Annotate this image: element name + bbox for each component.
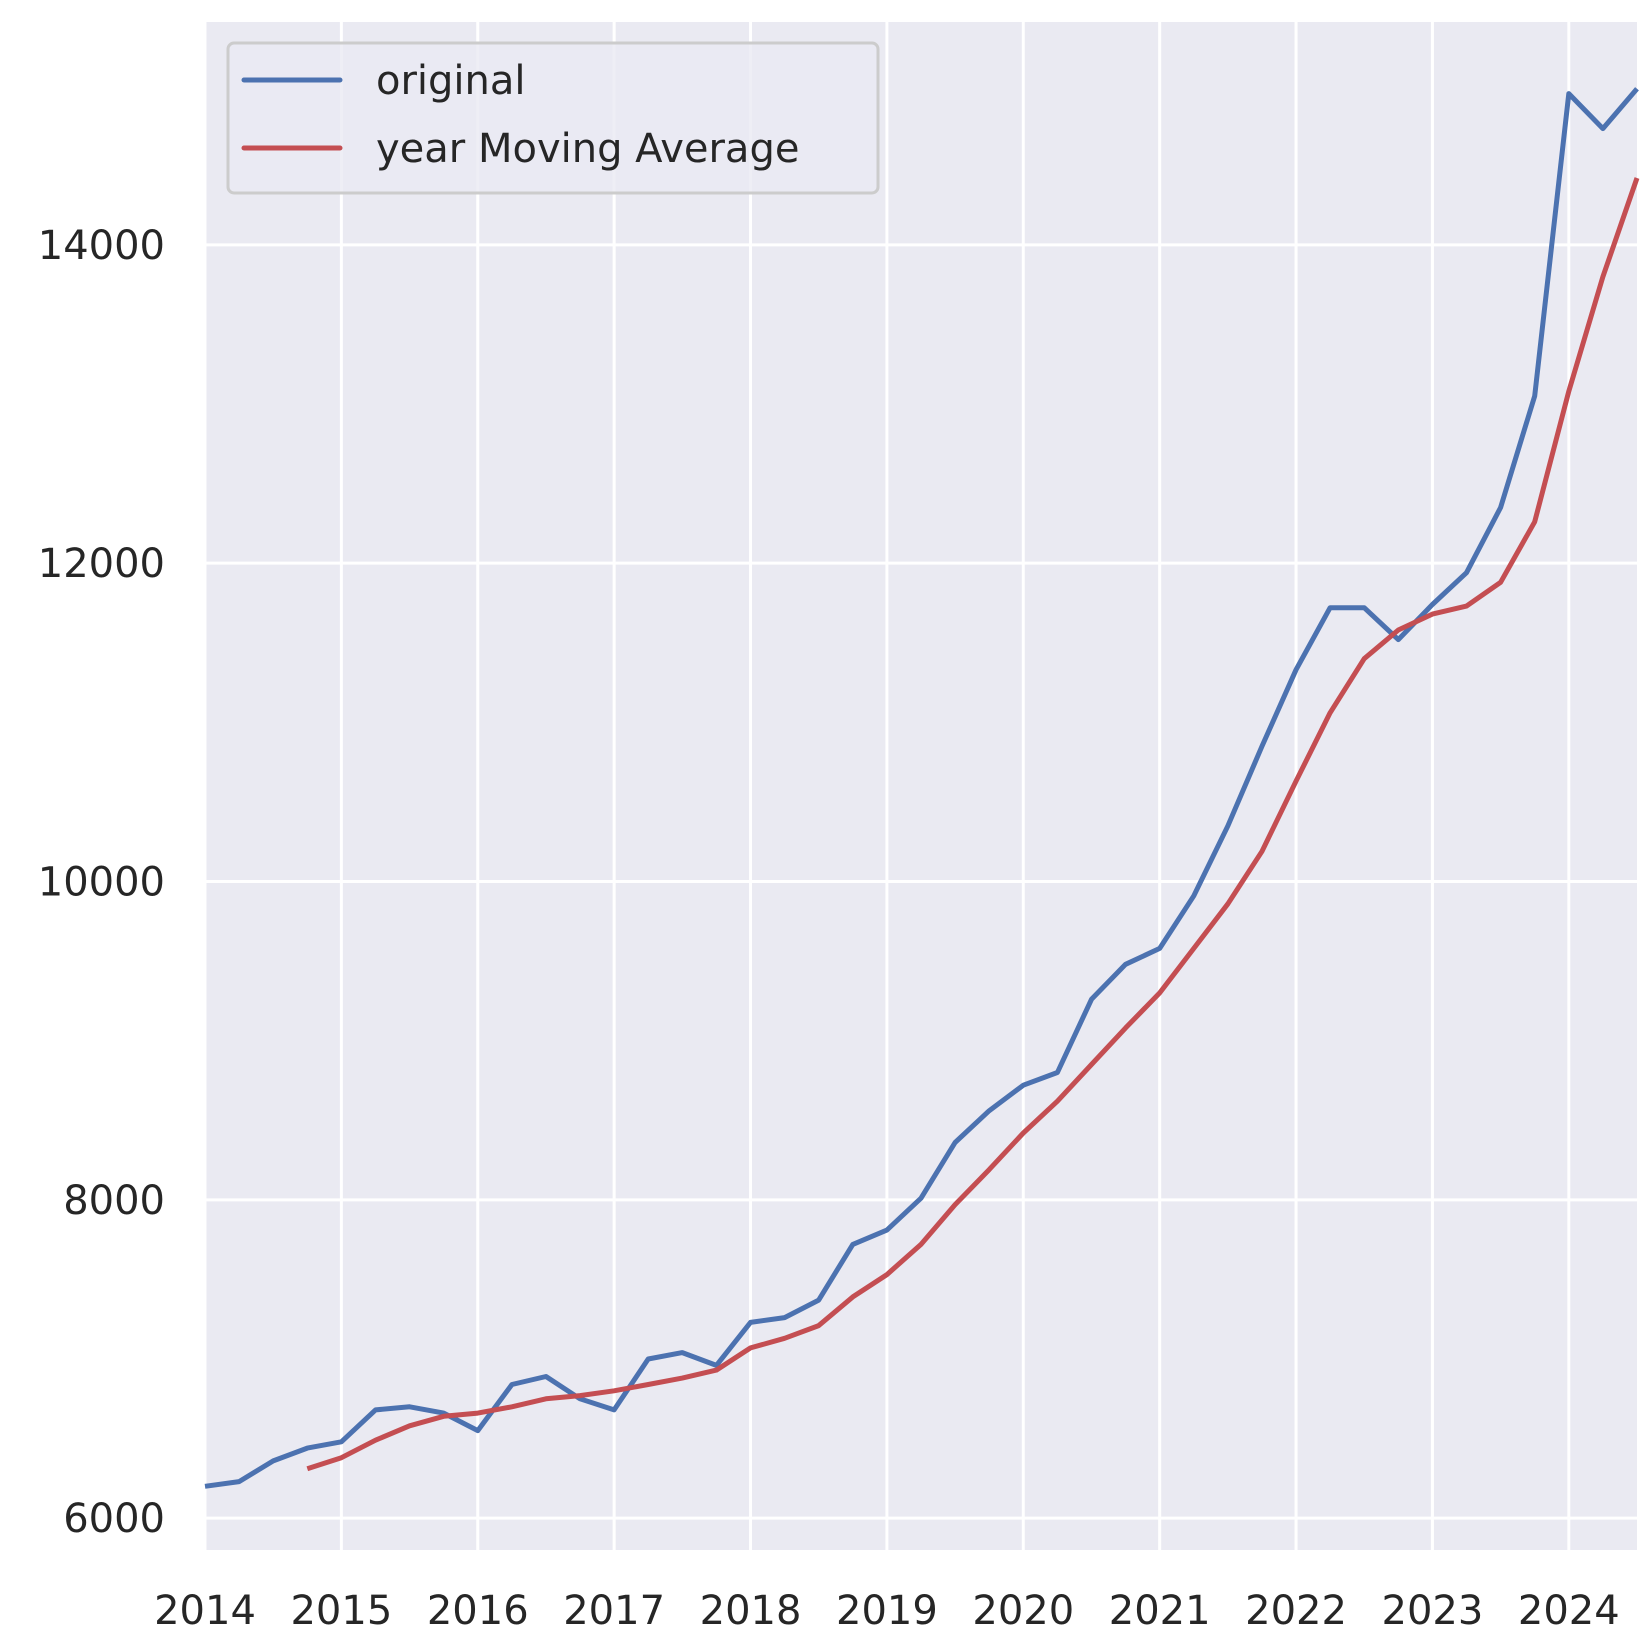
x-tick-label-2020: 2020 — [972, 1588, 1074, 1634]
x-axis-tick-labels: 2014 2015 2016 2017 2018 2019 2020 2021 2022 2023… — [154, 1588, 1620, 1634]
x-tick-label-2019: 2019 — [836, 1588, 938, 1634]
y-tick-label-12000: 12000 — [38, 541, 165, 587]
x-tick-label-2021: 2021 — [1109, 1588, 1211, 1634]
y-tick-label-14000: 14000 — [38, 223, 165, 269]
series-line-moving-average — [306, 177, 1640, 1472]
x-tick-label-2022: 2022 — [1245, 1588, 1347, 1634]
legend-label-original: original — [376, 58, 526, 104]
y-tick-label-10000: 10000 — [38, 860, 165, 906]
x-tick-label-2016: 2016 — [427, 1588, 529, 1634]
y-tick-label-8000: 8000 — [63, 1178, 165, 1224]
legend-box — [226, 41, 880, 195]
y-axis-tick-labels: 6000 8000 10000 12000 14000 — [38, 223, 165, 1542]
series-lines — [204, 87, 1640, 1489]
legend-label-moving-average: year Moving Average — [376, 126, 799, 172]
x-tick-label-2023: 2023 — [1382, 1588, 1484, 1634]
x-tick-label-2014: 2014 — [154, 1588, 256, 1634]
x-tick-label-2017: 2017 — [563, 1588, 665, 1634]
plot-area-background — [205, 22, 1637, 1550]
legend: original year Moving Average — [226, 41, 880, 195]
y-tick-label-6000: 6000 — [63, 1496, 165, 1542]
x-tick-label-2015: 2015 — [290, 1588, 392, 1634]
x-tick-label-2024: 2024 — [1518, 1588, 1620, 1634]
x-tick-label-2018: 2018 — [700, 1588, 802, 1634]
series-line-original — [204, 87, 1639, 1489]
